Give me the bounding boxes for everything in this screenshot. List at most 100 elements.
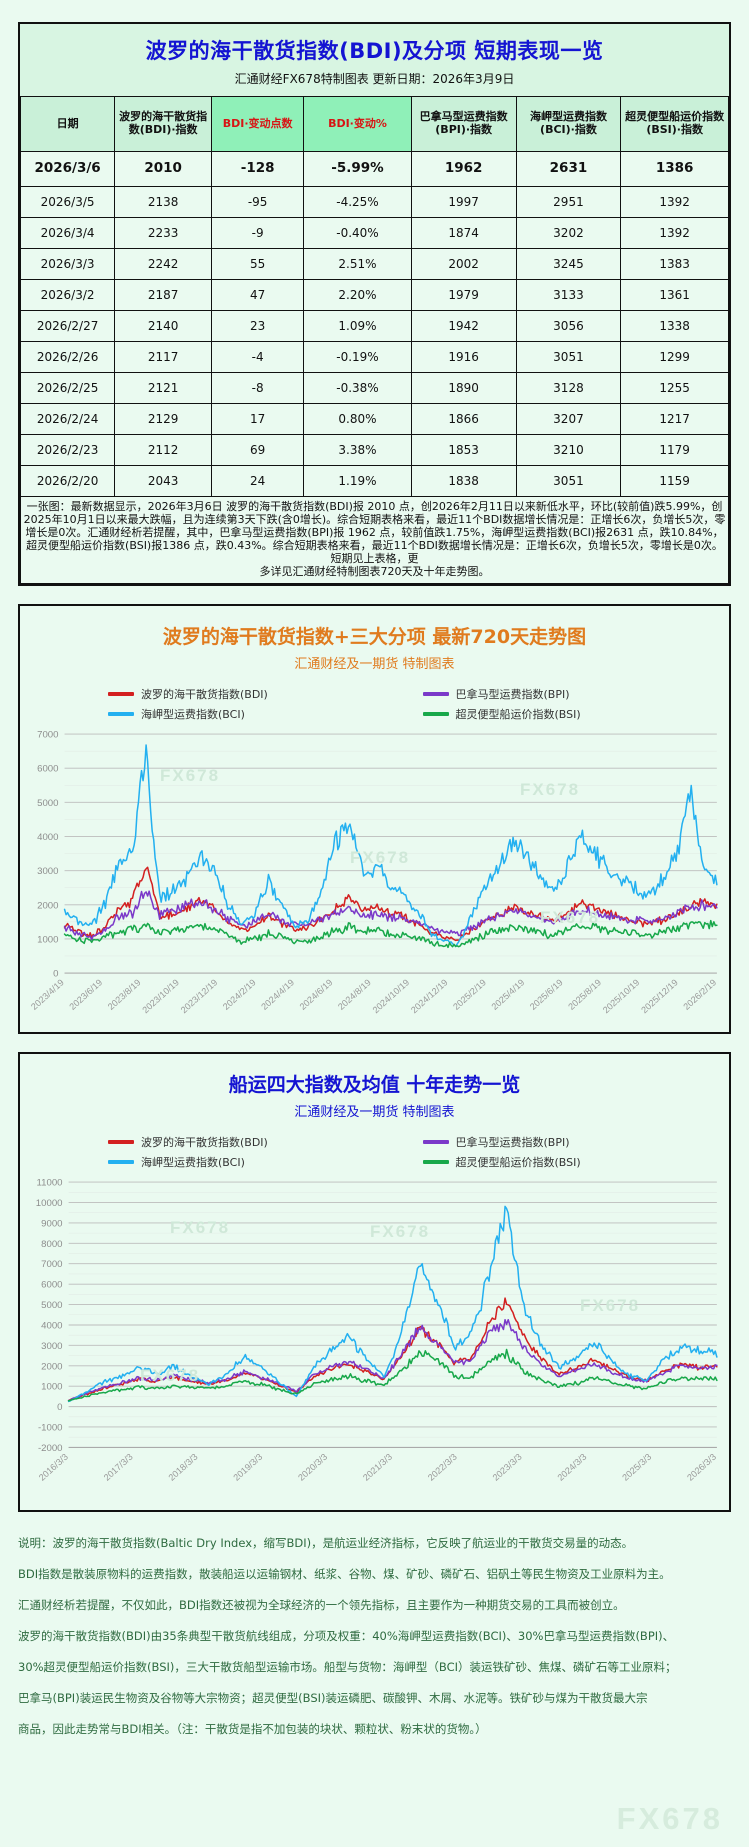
chart2-legend-item-bci: 海岬型运费指数(BCI) xyxy=(60,1152,375,1172)
chart2-svg: -2000 -1000 0 1000 2000 3000 4000 5000 6000 7000 8… xyxy=(36,1177,718,1482)
cell-bdi-pct: -0.19% xyxy=(303,341,412,373)
th-bdi-change-points: BDI·变动点数 xyxy=(211,96,305,152)
cell-bci: 3056 xyxy=(515,310,622,342)
chart1-legend-item-bci: 海岬型运费指数(BCI) xyxy=(60,704,375,724)
legend-label-bsi: 超灵便型船运价指数(BSI) xyxy=(455,707,581,721)
svg-text:2019/3/3: 2019/3/3 xyxy=(231,1451,264,1482)
svg-text:4000: 4000 xyxy=(37,832,58,843)
cell-bpi: 1979 xyxy=(410,279,517,311)
th-date: 日期 xyxy=(19,96,116,152)
summary-last-line: 多详见汇通财经特制图表720天及十年走势图。 xyxy=(259,564,490,578)
table-row: 2026/2/25 2121 -8 -0.38% 1890 3128 1255 xyxy=(19,372,729,404)
legend-swatch-bci xyxy=(108,711,134,716)
legend-swatch-bdi xyxy=(108,1139,134,1144)
note-line-1: BDI指数是散装原物料的运费指数，散装船运以运输钢材、纸浆、谷物、煤、矿砂、磷矿… xyxy=(18,1566,671,1581)
cell-bpi: 1962 xyxy=(410,151,517,187)
page-root: 波罗的海干散货指数(BDI)及分项 短期表现一览 汇通财经FX678特制图表 更… xyxy=(0,22,749,1847)
svg-text:0: 0 xyxy=(53,968,58,979)
cell-bdi-change: 17 xyxy=(211,403,305,435)
svg-text:2024/8/19: 2024/8/19 xyxy=(336,977,373,1012)
cell-bdi-change: 23 xyxy=(211,310,305,342)
legend-swatch-bdi xyxy=(108,691,134,696)
cell-bsi: 1179 xyxy=(620,434,729,466)
svg-text:2023/8/19: 2023/8/19 xyxy=(106,977,143,1012)
table-subtitle: 汇通财经FX678特制图表 更新日期：2026年3月9日 xyxy=(20,68,729,96)
legend-label-bci: 海岬型运费指数(BCI) xyxy=(141,707,245,721)
svg-text:2020/3/3: 2020/3/3 xyxy=(296,1451,329,1482)
chart2-legend-item-bpi: 巴拿马型运费指数(BPI) xyxy=(375,1132,690,1152)
table-row: 2026/2/23 2112 69 3.38% 1853 3210 1179 xyxy=(19,434,729,466)
cell-date: 2026/3/5 xyxy=(19,186,116,218)
cell-bdi: 2242 xyxy=(114,248,213,280)
legend-label-bpi: 巴拿马型运费指数(BPI) xyxy=(455,687,570,701)
th-bpi: 巴拿马型运费指数(BPI)·指数 xyxy=(410,96,517,152)
svg-text:7000: 7000 xyxy=(41,1259,62,1270)
svg-text:2025/12/19: 2025/12/19 xyxy=(639,977,680,1015)
cell-bci: 2951 xyxy=(515,186,622,218)
summary-main: 一张图：最新数据显示，2026年3月6日 波罗的海干散货指数(BDI)报 201… xyxy=(23,500,726,565)
cell-bdi: 2112 xyxy=(114,434,213,466)
svg-text:2024/12/19: 2024/12/19 xyxy=(409,977,450,1015)
legend-swatch-bsi xyxy=(422,1159,449,1164)
cell-bdi: 2138 xyxy=(114,186,213,218)
cell-date: 2026/3/4 xyxy=(19,217,116,249)
svg-text:3000: 3000 xyxy=(41,1341,62,1352)
cell-bdi-change: -9 xyxy=(211,217,305,249)
bdi-table-panel: 波罗的海干散货指数(BDI)及分项 短期表现一览 汇通财经FX678特制图表 更… xyxy=(18,22,731,586)
svg-text:2024/4/19: 2024/4/19 xyxy=(259,977,296,1012)
cell-bdi-change: -8 xyxy=(211,372,305,404)
svg-text:2021/3/3: 2021/3/3 xyxy=(361,1451,394,1482)
cell-bdi: 2043 xyxy=(114,465,213,497)
bdi-table: 日期 波罗的海干散货指数(BDI)·指数 BDI·变动点数 BDI·变动% 巴拿… xyxy=(19,96,729,584)
note-line-4: 30%超灵便型船运价指数(BSI)，三大干散货船型运输市场。船型与货物：海岬型（… xyxy=(18,1659,677,1674)
cell-bsi: 1392 xyxy=(620,217,729,249)
svg-text:2024/6/19: 2024/6/19 xyxy=(298,977,335,1012)
svg-text:2025/2/19: 2025/2/19 xyxy=(451,977,488,1012)
svg-text:6000: 6000 xyxy=(37,764,58,775)
cell-date: 2026/3/2 xyxy=(19,279,116,311)
th-bsi: 超灵便型船运价指数(BSI)·指数 xyxy=(620,96,729,152)
table-title: 波罗的海干散货指数(BDI)及分项 短期表现一览 xyxy=(20,24,729,68)
cell-bpi: 1874 xyxy=(410,217,517,249)
chart-panel-720day: 波罗的海干散货指数+三大分项 最新720天走势图 汇通财经及一期货 特制图表 波… xyxy=(18,603,731,1034)
cell-bdi-pct: 3.38% xyxy=(303,434,412,466)
cell-bdi-change: 55 xyxy=(211,248,305,280)
cell-bci: 3051 xyxy=(515,465,622,497)
svg-text:10000: 10000 xyxy=(36,1198,63,1209)
cell-date: 2026/3/3 xyxy=(19,248,116,280)
svg-text:3000: 3000 xyxy=(37,866,58,877)
note-line-2: 汇通财经析若提醒，不仅如此，BDI指数还被视为全球经济的一个领先指标，且主要作为… xyxy=(18,1597,625,1612)
table-row: 2026/2/27 2140 23 1.09% 1942 3056 1338 xyxy=(19,310,729,342)
svg-text:2000: 2000 xyxy=(37,900,58,911)
table-row: 2026/3/3 2242 55 2.51% 2002 3245 1383 xyxy=(19,248,729,280)
legend-label-bsi: 超灵便型船运价指数(BSI) xyxy=(455,1155,581,1169)
cell-bsi: 1383 xyxy=(620,248,729,280)
cell-bdi-change: 24 xyxy=(211,465,305,497)
th-bdi: 波罗的海干散货指数(BDI)·指数 xyxy=(114,96,213,152)
legend-swatch-bpi xyxy=(422,1139,449,1144)
svg-text:2023/6/19: 2023/6/19 xyxy=(67,977,104,1012)
cell-date: 2026/2/24 xyxy=(19,403,116,435)
svg-text:2017/3/3: 2017/3/3 xyxy=(102,1451,135,1482)
table-row: 2026/2/26 2117 -4 -0.19% 1916 3051 1299 xyxy=(19,341,729,373)
note-line-5: 巴拿马(BPI)装运民生物资及谷物等大宗物资；超灵便型(BSI)装运磷肥、碳酸钾… xyxy=(18,1690,648,1705)
cell-bsi: 1299 xyxy=(620,341,729,373)
cell-bdi: 2010 xyxy=(114,151,213,187)
svg-text:2016/3/3: 2016/3/3 xyxy=(37,1451,70,1482)
note-line-6: 商品，因此走势常与BDI相关。（注：干散货是指不加包装的块状、颗粒状、粉末状的货… xyxy=(18,1721,487,1736)
cell-bpi: 2002 xyxy=(410,248,517,280)
cell-bdi-change: -4 xyxy=(211,341,305,373)
cell-bsi: 1338 xyxy=(620,310,729,342)
legend-label-bci: 海岬型运费指数(BCI) xyxy=(141,1155,245,1169)
svg-text:2026/3/3: 2026/3/3 xyxy=(685,1451,718,1482)
cell-bdi-pct: 2.20% xyxy=(303,279,412,311)
svg-text:1000: 1000 xyxy=(41,1381,62,1392)
th-bci: 海岬型运费指数(BCI)·指数 xyxy=(515,96,622,152)
cell-bdi-pct: 2.51% xyxy=(303,248,412,280)
cell-bci: 3210 xyxy=(515,434,622,466)
cell-date: 2026/2/27 xyxy=(19,310,116,342)
svg-text:2024/2/19: 2024/2/19 xyxy=(221,977,258,1012)
cell-bdi-pct: 1.09% xyxy=(303,310,412,342)
svg-text:2025/4/19: 2025/4/19 xyxy=(490,977,527,1012)
